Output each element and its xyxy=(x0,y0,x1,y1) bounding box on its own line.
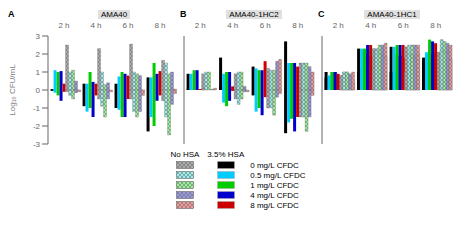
html-text:C: C xyxy=(318,9,325,19)
svg-text:1: 1 xyxy=(36,68,41,77)
svg-text:4 h: 4 h xyxy=(90,21,101,30)
html-text:B: B xyxy=(180,9,187,19)
html-text:0 mg/L CFDC: 0 mg/L CFDC xyxy=(250,160,299,170)
svg-text:2 h: 2 h xyxy=(58,21,69,30)
html-text:No HSA: No HSA xyxy=(170,150,200,159)
svg-text:-2: -2 xyxy=(33,122,41,131)
svg-text:6 h: 6 h xyxy=(260,21,271,30)
svg-text:8 h: 8 h xyxy=(292,21,303,30)
html-text:1 mg/L CFDC: 1 mg/L CFDC xyxy=(250,180,299,190)
svg-text:4 h: 4 h xyxy=(227,21,238,30)
html-text:0.5 mg/L CFDC: 0.5 mg/L CFDC xyxy=(250,170,306,180)
svg-text:-3: -3 xyxy=(33,140,41,148)
html-text:A: A xyxy=(8,9,15,19)
svg-text:-1: -1 xyxy=(33,104,41,113)
html-text:4 mg/L CFDC: 4 mg/L CFDC xyxy=(250,190,299,200)
svg-text:2 h: 2 h xyxy=(333,21,344,30)
svg-text:0: 0 xyxy=(36,86,41,95)
html-text:AMA40-1HC2: AMA40-1HC2 xyxy=(229,9,279,19)
svg-text:8 h: 8 h xyxy=(430,21,441,30)
html-text:AMA40: AMA40 xyxy=(100,9,128,19)
svg-text:8 h: 8 h xyxy=(154,21,165,30)
svg-text:2: 2 xyxy=(36,50,41,59)
svg-text:6 h: 6 h xyxy=(122,21,133,30)
svg-text:6 h: 6 h xyxy=(398,21,409,30)
html-text:AMA40-1HC1: AMA40-1HC1 xyxy=(367,9,417,19)
html-text:3.5% HSA: 3.5% HSA xyxy=(207,150,245,159)
svg-text:3: 3 xyxy=(36,32,41,41)
svg-text:4 h: 4 h xyxy=(365,21,376,30)
svg-text:Log₁₀ CFU/mL: Log₁₀ CFU/mL xyxy=(8,64,17,116)
html-text:8 mg/L CFDC: 8 mg/L CFDC xyxy=(250,200,299,210)
svg-text:2 h: 2 h xyxy=(195,21,206,30)
